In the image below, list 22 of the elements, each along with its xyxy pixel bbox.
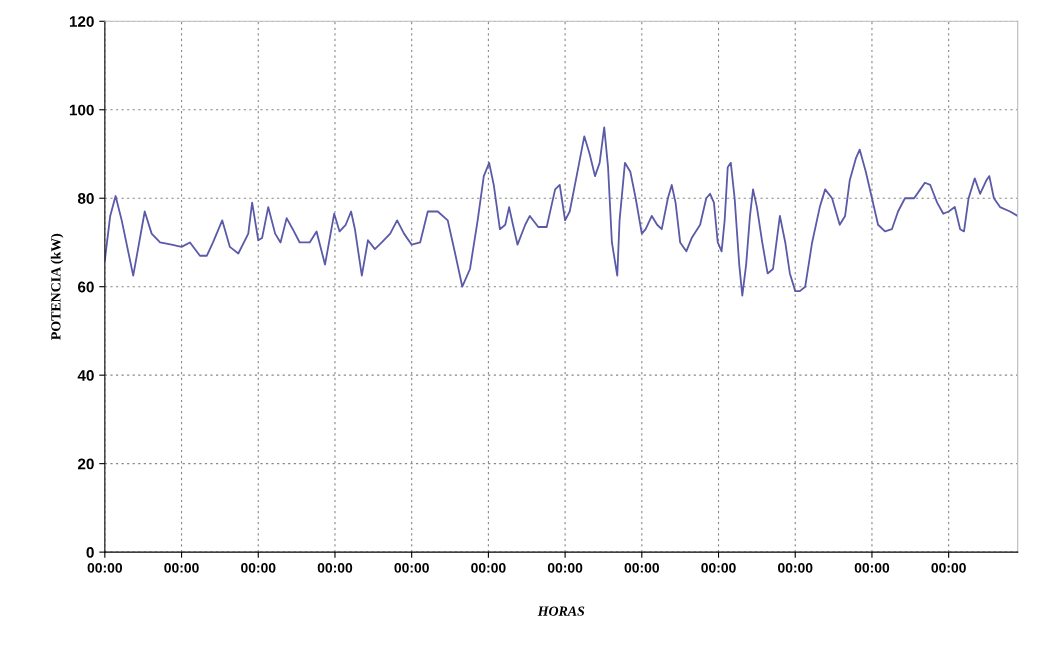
y-tick-label: 0 xyxy=(86,546,94,558)
x-tick-label: 00:00 xyxy=(394,562,429,573)
x-tick-label: 00:00 xyxy=(701,562,736,573)
x-tick-label: 00:00 xyxy=(241,562,276,573)
y-tick-label: 20 xyxy=(77,458,94,470)
x-tick-label: 00:00 xyxy=(87,562,123,573)
y-tick-label: 100 xyxy=(69,104,94,116)
x-tick-label: 00:00 xyxy=(317,562,353,573)
x-tick-label: 00:00 xyxy=(778,562,813,573)
y-tick-label: 40 xyxy=(77,370,94,381)
y-tick-label: 120 xyxy=(69,16,94,27)
x-tick-label: 00:00 xyxy=(471,562,506,573)
y-tick-label: 80 xyxy=(77,193,94,204)
line-series xyxy=(104,126,1018,297)
x-tick-label: 00:00 xyxy=(931,562,966,573)
x-axis-title: HORAS xyxy=(537,606,585,616)
x-tick-label: 00:00 xyxy=(547,562,583,573)
x-tick-label: 00:00 xyxy=(854,562,890,573)
y-tick-label: 60 xyxy=(77,281,94,293)
x-tick-label: 00:00 xyxy=(624,562,660,573)
y-axis-title: POTENCIA (kW) xyxy=(50,233,64,340)
x-tick-label: 00:00 xyxy=(164,562,199,573)
